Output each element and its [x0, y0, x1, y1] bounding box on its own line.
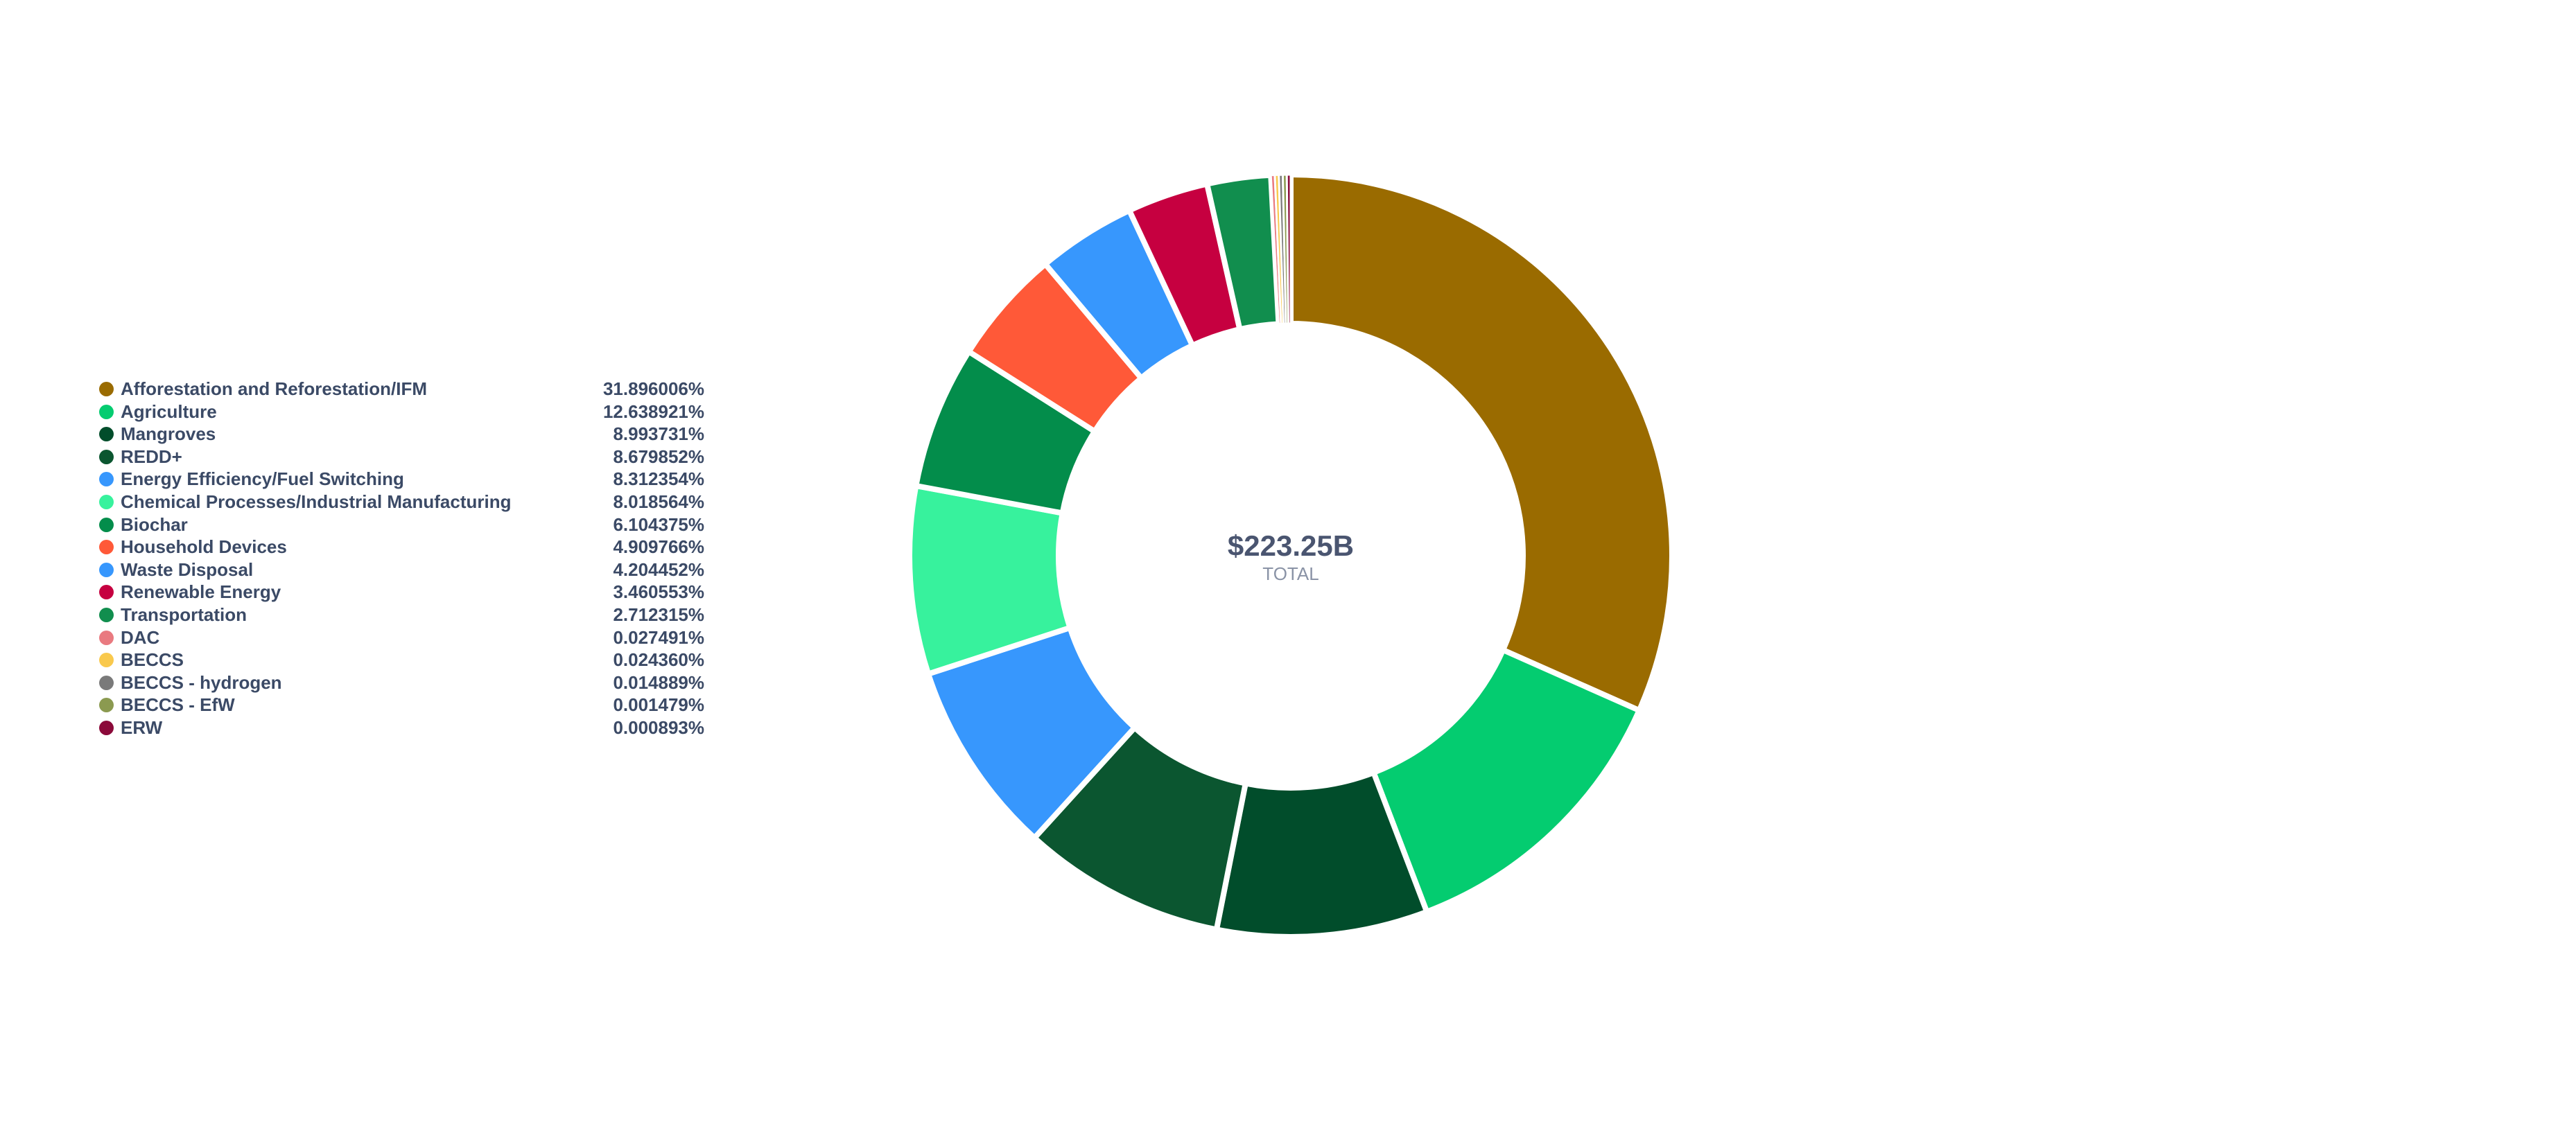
legend-value: 0.014889%: [613, 671, 704, 693]
legend-value: 6.104375%: [613, 513, 704, 535]
legend-label: REDD+: [121, 446, 182, 467]
legend-item[interactable]: Transportation 2.712315%: [97, 604, 704, 626]
legend-label: DAC: [121, 626, 160, 648]
legend-label: Agriculture: [121, 401, 217, 422]
legend-value: 0.000893%: [613, 716, 704, 738]
legend-swatch: [99, 449, 114, 464]
legend: Afforestation and Reforestation/IFM 31.89…: [97, 378, 704, 739]
legend-value: 0.001479%: [613, 694, 704, 716]
legend-value: 4.909766%: [613, 536, 704, 558]
legend-swatch: [99, 404, 114, 419]
legend-label: BECCS: [121, 649, 184, 671]
legend-item[interactable]: Waste Disposal 4.204452%: [97, 558, 704, 581]
legend-item[interactable]: DAC 0.027491%: [97, 626, 704, 649]
legend-label: Biochar: [121, 513, 188, 535]
legend-label: Energy Efficiency/Fuel Switching: [121, 468, 404, 490]
legend-swatch: [99, 653, 114, 668]
legend-swatch: [99, 517, 114, 532]
legend-swatch: [99, 698, 114, 713]
legend-item[interactable]: Afforestation and Reforestation/IFM 31.89…: [97, 378, 704, 401]
legend-swatch: [99, 540, 114, 555]
legend-value: 8.993731%: [613, 423, 704, 445]
legend-value: 2.712315%: [613, 604, 704, 625]
legend-label: Waste Disposal: [121, 558, 254, 580]
legend-value: 0.027491%: [613, 626, 704, 648]
legend-label: Transportation: [121, 604, 247, 625]
legend-label: BECCS - EfW: [121, 694, 235, 716]
legend-swatch: [99, 630, 114, 645]
legend-swatch: [99, 494, 114, 509]
legend-value: 31.896006%: [602, 378, 704, 399]
legend-value: 8.679852%: [613, 446, 704, 467]
legend-value: 8.312354%: [613, 468, 704, 490]
legend-label: Household Devices: [121, 536, 287, 558]
legend-swatch: [99, 607, 114, 622]
legend-label: ERW: [121, 716, 163, 738]
legend-item[interactable]: Mangroves 8.993731%: [97, 423, 704, 446]
center-total-value: $223.25B: [1228, 529, 1354, 562]
legend-label: Chemical Processes/Industrial Manufactur…: [121, 491, 512, 512]
legend-swatch: [99, 427, 114, 442]
legend-item[interactable]: Biochar 6.104375%: [97, 513, 704, 536]
legend-item[interactable]: Chemical Processes/Industrial Manufactur…: [97, 491, 704, 513]
legend-label: Afforestation and Reforestation/IFM: [121, 378, 428, 399]
legend-swatch: [99, 562, 114, 577]
legend-swatch: [99, 675, 114, 690]
legend-item[interactable]: Agriculture 12.638921%: [97, 401, 704, 423]
donut-slice[interactable]: [1285, 173, 1292, 325]
legend-value: 12.638921%: [602, 401, 704, 422]
legend-value: 3.460553%: [613, 581, 704, 603]
legend-item[interactable]: REDD+ 8.679852%: [97, 446, 704, 468]
legend-item[interactable]: ERW 0.000893%: [97, 716, 704, 739]
legend-item[interactable]: BECCS - hydrogen 0.014889%: [97, 671, 704, 694]
legend-item[interactable]: BECCS 0.024360%: [97, 649, 704, 671]
legend-label: BECCS - hydrogen: [121, 671, 282, 693]
legend-item[interactable]: Renewable Energy 3.460553%: [97, 581, 704, 604]
legend-swatch: [99, 720, 114, 735]
legend-swatch: [99, 382, 114, 396]
legend-value: 0.024360%: [613, 649, 704, 671]
legend-value: 8.018564%: [613, 491, 704, 512]
legend-item[interactable]: Energy Efficiency/Fuel Switching 8.312354…: [97, 468, 704, 491]
legend-item[interactable]: BECCS - EfW 0.001479%: [97, 694, 704, 716]
legend-swatch: [99, 472, 114, 487]
center-total-label: TOTAL: [1262, 563, 1319, 584]
donut-slices: [907, 171, 1675, 940]
legend-swatch: [99, 585, 114, 600]
legend-item[interactable]: Household Devices 4.909766%: [97, 536, 704, 558]
donut-slice[interactable]: [1288, 171, 1675, 714]
legend-label: Renewable Energy: [121, 581, 281, 603]
donut-slice[interactable]: [1370, 646, 1643, 915]
legend-label: Mangroves: [121, 423, 216, 445]
legend-value: 4.204452%: [613, 558, 704, 580]
